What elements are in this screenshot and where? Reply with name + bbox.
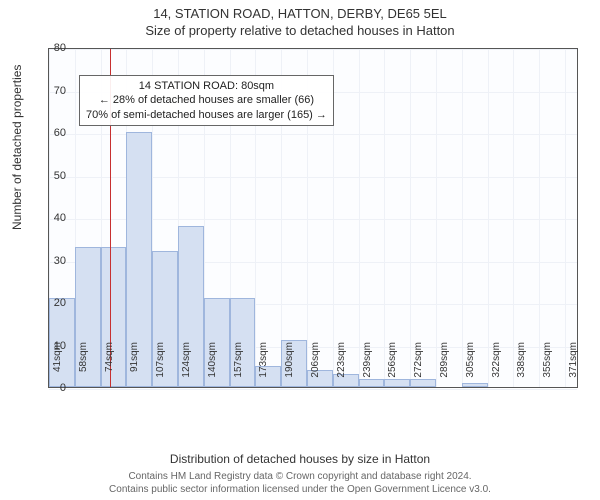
histogram-bar bbox=[410, 379, 436, 388]
y-tick: 50 bbox=[38, 170, 66, 182]
x-tick: 223sqm bbox=[336, 342, 347, 378]
x-tick: 338sqm bbox=[516, 342, 527, 378]
footer-line1: Contains HM Land Registry data © Crown c… bbox=[0, 471, 600, 484]
chart-title-sub: Size of property relative to detached ho… bbox=[0, 21, 600, 38]
x-tick: 190sqm bbox=[284, 342, 295, 378]
y-tick: 80 bbox=[38, 42, 66, 54]
annotation-line1: 14 STATION ROAD: 80sqm bbox=[86, 79, 327, 93]
plot-region: 14 STATION ROAD: 80sqm← 28% of detached … bbox=[48, 48, 578, 388]
y-tick: 60 bbox=[38, 127, 66, 139]
x-tick: 355sqm bbox=[542, 342, 553, 378]
x-tick: 107sqm bbox=[155, 342, 166, 378]
x-tick: 256sqm bbox=[387, 342, 398, 378]
y-tick: 0 bbox=[38, 382, 66, 394]
x-tick: 173sqm bbox=[258, 342, 269, 378]
y-tick: 20 bbox=[38, 297, 66, 309]
x-tick: 74sqm bbox=[104, 342, 115, 372]
y-tick: 30 bbox=[38, 255, 66, 267]
gridline-v bbox=[488, 49, 489, 387]
y-tick: 70 bbox=[38, 85, 66, 97]
x-tick: 305sqm bbox=[465, 342, 476, 378]
gridline-v bbox=[513, 49, 514, 387]
footer-line2: Contains public sector information licen… bbox=[0, 484, 600, 497]
gridline-h bbox=[49, 49, 577, 50]
histogram-bar bbox=[384, 379, 410, 388]
gridline-v bbox=[384, 49, 385, 387]
annotation-line3: 70% of semi-detached houses are larger (… bbox=[86, 108, 327, 122]
histogram-bar bbox=[462, 383, 488, 387]
gridline-v bbox=[539, 49, 540, 387]
x-tick: 58sqm bbox=[78, 342, 89, 372]
x-tick: 322sqm bbox=[491, 342, 502, 378]
x-tick: 371sqm bbox=[568, 342, 579, 378]
gridline-h bbox=[49, 389, 577, 390]
y-axis-label: Number of detached properties bbox=[10, 65, 24, 230]
x-tick: 41sqm bbox=[52, 342, 63, 372]
gridline-v bbox=[410, 49, 411, 387]
gridline-v bbox=[462, 49, 463, 387]
annotation-box: 14 STATION ROAD: 80sqm← 28% of detached … bbox=[79, 75, 334, 126]
annotation-line2: ← 28% of detached houses are smaller (66… bbox=[86, 93, 327, 107]
x-tick: 140sqm bbox=[207, 342, 218, 378]
chart-title-main: 14, STATION ROAD, HATTON, DERBY, DE65 5E… bbox=[0, 0, 600, 21]
gridline-v bbox=[436, 49, 437, 387]
x-axis-label: Distribution of detached houses by size … bbox=[0, 452, 600, 466]
gridline-v bbox=[565, 49, 566, 387]
x-tick: 206sqm bbox=[310, 342, 321, 378]
footer-attribution: Contains HM Land Registry data © Crown c… bbox=[0, 471, 600, 496]
x-tick: 289sqm bbox=[439, 342, 450, 378]
y-tick: 40 bbox=[38, 212, 66, 224]
x-tick: 124sqm bbox=[181, 342, 192, 378]
x-tick: 239sqm bbox=[362, 342, 373, 378]
gridline-v bbox=[359, 49, 360, 387]
x-tick: 91sqm bbox=[129, 342, 140, 372]
histogram-bar bbox=[359, 379, 385, 388]
x-tick: 157sqm bbox=[233, 342, 244, 378]
x-tick: 272sqm bbox=[413, 342, 424, 378]
